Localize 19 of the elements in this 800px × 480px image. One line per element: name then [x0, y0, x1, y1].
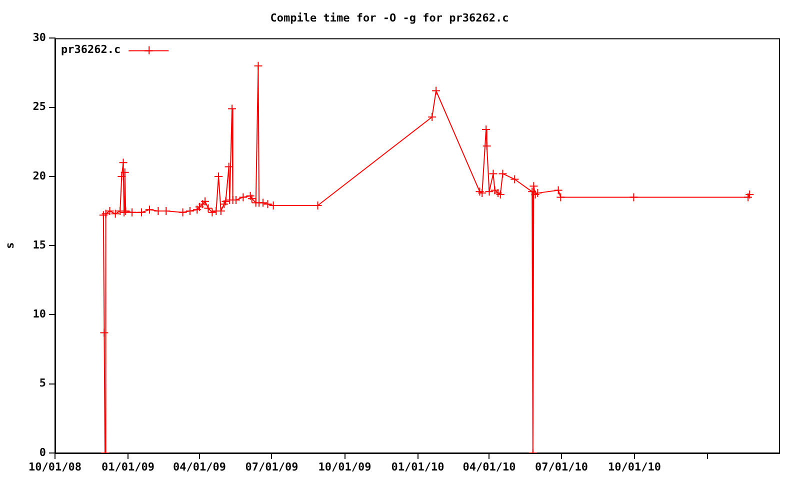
- x-tick-label: 07/01/09: [245, 460, 298, 474]
- x-tick-label: 01/01/09: [102, 460, 155, 474]
- y-tick-label: 5: [39, 376, 46, 390]
- y-tick-label: 25: [32, 100, 46, 114]
- y-tick-label: 30: [32, 31, 46, 44]
- x-tick-label: 10/01/10: [608, 460, 662, 474]
- x-tick-label: 10/01/09: [318, 460, 372, 474]
- x-tick-label: 01/01/10: [391, 460, 444, 474]
- y-tick-label: 20: [32, 169, 46, 182]
- chart-title: Compile time for -O -g for pr36262.c: [270, 11, 509, 24]
- x-tick-label: 07/01/10: [534, 460, 588, 474]
- legend-label: pr36262.c: [61, 43, 121, 56]
- y-tick-label: 10: [32, 308, 46, 321]
- x-tick-label: 04/01/10: [462, 460, 516, 474]
- y-axis-title: s: [3, 242, 16, 249]
- x-tick-label: 10/01/08: [28, 460, 82, 474]
- y-tick-label: 0: [39, 446, 46, 459]
- x-tick-label: 04/01/09: [172, 460, 226, 474]
- y-tick-label: 15: [32, 238, 46, 252]
